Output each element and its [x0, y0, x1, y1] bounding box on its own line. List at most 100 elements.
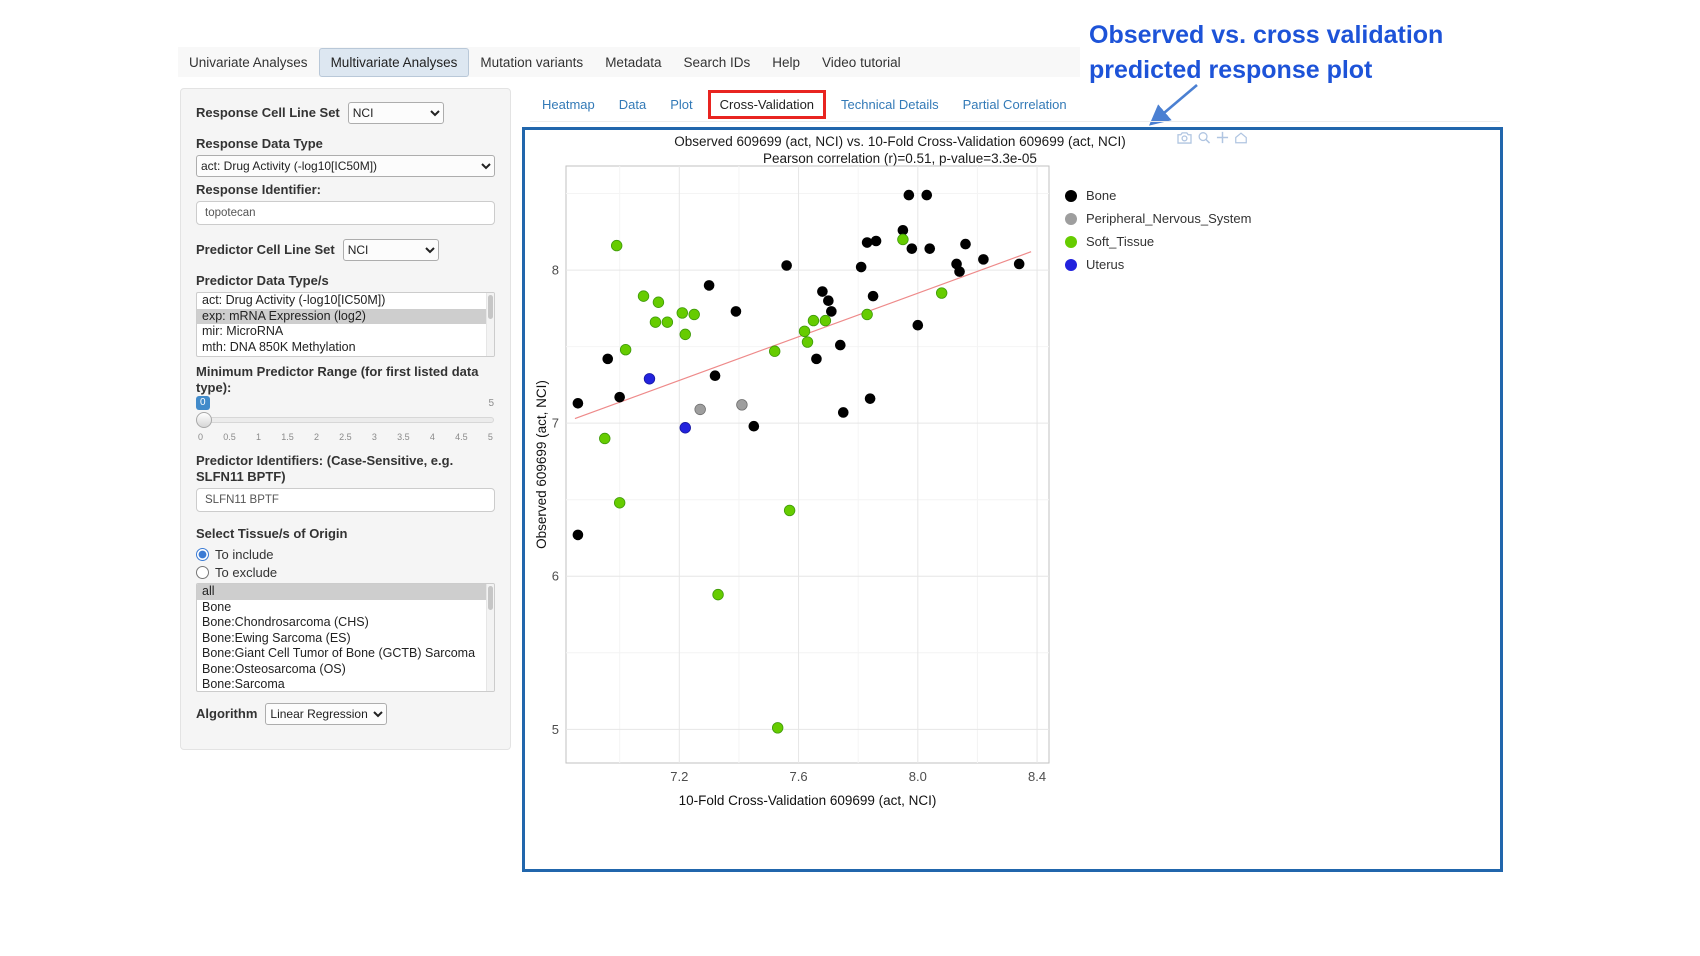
data-point-Soft_Tissue [771, 722, 784, 734]
response-cell-line-set-label: Response Cell Line Set [196, 105, 340, 120]
nav-tab-video-tutorial[interactable]: Video tutorial [822, 54, 901, 70]
data-point-Bone [906, 243, 918, 254]
algorithm-select[interactable]: Linear Regression [265, 703, 388, 725]
slider-handle[interactable] [196, 412, 212, 428]
tab-data[interactable]: Data [618, 97, 647, 112]
data-point-Bone [817, 286, 828, 297]
svg-text:6: 6 [552, 569, 559, 584]
listbox-option[interactable]: Bone [202, 599, 232, 614]
data-point-Soft_Tissue [819, 314, 832, 327]
listbox-option[interactable]: Bone:Sarcoma [202, 677, 285, 691]
data-point-Soft_Tissue [798, 325, 811, 338]
legend-dot [1065, 258, 1077, 271]
predictor-identifiers-label: Predictor Identifiers: (Case-Sensitive, … [196, 453, 454, 484]
data-point-Bone [572, 529, 584, 541]
legend-item-Soft_Tissue[interactable]: Soft_Tissue [1065, 230, 1251, 253]
data-point-Bone [748, 420, 760, 432]
predictor-cell-line-set-label: Predictor Cell Line Set [196, 242, 335, 257]
data-point-Bone [1013, 258, 1025, 270]
tab-heatmap[interactable]: Heatmap [542, 97, 595, 112]
listbox-option[interactable]: mir: MicroRNA [202, 324, 284, 338]
listbox-option[interactable]: Bone:Chondrosarcoma (CHS) [202, 615, 369, 629]
legend-dot [1065, 235, 1077, 248]
data-point-Bone [867, 290, 879, 302]
data-point-Bone [823, 295, 834, 307]
data-point-Bone [703, 280, 715, 291]
data-point-Bone [730, 306, 742, 317]
listbox-option[interactable]: exp: mRNA Expression (log2) [197, 308, 494, 324]
data-point-Bone [864, 393, 876, 404]
nav-tab-metadata[interactable]: Metadata [605, 54, 662, 70]
nav-tab-search-ids[interactable]: Search IDs [683, 54, 751, 70]
legend-item-Peripheral_Nervous_System[interactable]: Peripheral_Nervous_System [1065, 207, 1251, 230]
response-cell-line-set-select[interactable]: NCI [347, 102, 444, 124]
svg-text:8: 8 [552, 263, 559, 278]
zoom-icon[interactable] [1197, 131, 1211, 144]
data-point-Uterus [643, 373, 656, 385]
data-point-Soft_Tissue [861, 308, 873, 321]
nav-tab-mutation-variants[interactable]: Mutation variants [480, 54, 584, 70]
response-identifier-label: Response Identifier: [196, 182, 321, 197]
legend-label: Bone [1086, 188, 1117, 203]
listbox-scrollbar[interactable] [486, 293, 494, 356]
predictor-identifiers-input[interactable] [196, 488, 495, 512]
data-point-Bone [870, 235, 882, 247]
legend-dot [1065, 212, 1077, 225]
nav-tab-univariate-analyses[interactable]: Univariate Analyses [189, 54, 308, 70]
radio-to-include[interactable]: To include [196, 547, 495, 562]
data-point-Bone [924, 243, 936, 254]
listbox-option[interactable]: Bone:Ewing Sarcoma (ES) [202, 630, 351, 645]
data-point-Bone [572, 397, 584, 409]
plotly-modebar [1177, 131, 1248, 144]
data-point-Soft_Tissue [679, 328, 691, 341]
data-point-Bone [709, 370, 721, 382]
tab-plot[interactable]: Plot [670, 97, 693, 112]
highlight-box-plot: Observed 609699 (act, NCI) vs. 10-Fold C… [522, 127, 1503, 872]
tissue-origin-label: Select Tissue/s of Origin [196, 526, 348, 541]
min-predictor-range-slider: 0 5 0 0.5 1 1.5 2 2.5 3 3.5 4 4.5 5 [196, 396, 495, 448]
data-point-Soft_Tissue [652, 296, 665, 308]
pan-icon[interactable] [1216, 131, 1229, 144]
camera-icon[interactable] [1177, 131, 1192, 144]
predictor-cell-line-set-select[interactable]: NCI [342, 239, 439, 261]
slider-track[interactable] [197, 417, 494, 423]
data-point-Bone [903, 189, 915, 201]
data-point-Soft_Tissue [712, 588, 724, 601]
tab-technical-details[interactable]: Technical Details [841, 97, 939, 112]
cross-validation-scatter-plot[interactable]: 7.2 7.6 8.0 8.4 5 6 7 8 10-Fold Cross-Validation… [533, 158, 1073, 838]
response-data-type-select[interactable]: act: Drug Activity (-log10[IC50M]) [196, 155, 495, 177]
listbox-option[interactable]: Bone:Osteosarcoma (OS) [202, 661, 346, 676]
data-point-Bone [861, 237, 873, 248]
listbox-option[interactable]: Bone:Giant Cell Tumor of Bone (GCTB) Sar… [202, 646, 476, 660]
home-icon[interactable] [1234, 131, 1248, 144]
sidebar-panel: Response Cell Line Set NCI Response Data… [180, 88, 511, 750]
listbox-option[interactable]: all [197, 584, 494, 600]
listbox-option[interactable]: act: Drug Activity (-log10[IC50M]) [202, 293, 386, 307]
response-identifier-input[interactable] [196, 201, 495, 225]
nav-tab-help[interactable]: Help [772, 54, 801, 70]
svg-text:7.2: 7.2 [670, 769, 688, 784]
predictor-data-types-label: Predictor Data Type/s [196, 273, 329, 288]
radio-to-exclude[interactable]: To exclude [196, 565, 495, 580]
legend-item-Bone[interactable]: Bone [1065, 184, 1251, 207]
radio-to-include-input[interactable] [196, 548, 209, 561]
data-point-Soft_Tissue [649, 316, 662, 328]
nav-tab-multivariate-analyses[interactable]: Multivariate Analyses [318, 47, 470, 77]
data-point-Soft_Tissue [801, 336, 814, 348]
listbox-option[interactable]: mth: DNA 850K Methylation [202, 339, 356, 354]
radio-to-exclude-input[interactable] [196, 566, 209, 579]
algorithm-label: Algorithm [196, 706, 258, 721]
listbox-scrollbar[interactable] [486, 584, 494, 691]
data-point-Soft_Tissue [676, 307, 688, 319]
svg-text:7.6: 7.6 [790, 769, 808, 784]
radio-to-include-label: To include [215, 547, 274, 562]
data-point-Soft_Tissue [783, 504, 796, 517]
tab-partial-correlation[interactable]: Partial Correlation [962, 97, 1067, 112]
legend-item-Uterus[interactable]: Uterus [1065, 253, 1251, 276]
radio-to-exclude-label: To exclude [215, 565, 278, 580]
plot-legend: Bone Peripheral_Nervous_System Soft_Tissue… [1065, 184, 1251, 276]
data-point-Bone [897, 224, 909, 236]
data-point-Soft_Tissue [935, 287, 948, 299]
tab-cross-validation[interactable]: Cross-Validation [707, 90, 827, 119]
